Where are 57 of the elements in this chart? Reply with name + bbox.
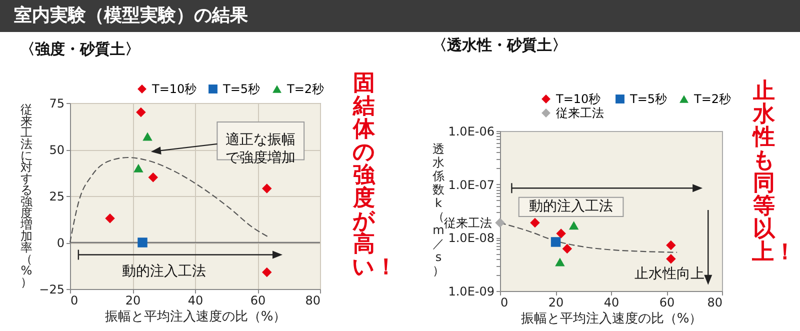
x-tick-label: 40	[188, 294, 204, 308]
text: 止水性も同等以上！	[752, 79, 796, 265]
point	[142, 132, 152, 141]
point	[262, 184, 272, 194]
point	[562, 244, 572, 254]
legend-label: T=2秒	[286, 82, 324, 96]
point	[148, 172, 158, 182]
point	[666, 240, 676, 250]
point	[530, 218, 540, 228]
point	[134, 164, 144, 172]
x-tick-label: 80	[707, 296, 722, 310]
y-tick-label: 25	[49, 190, 64, 204]
legend-label: 従来工法	[556, 106, 604, 120]
x-tick-label: 0	[70, 294, 78, 308]
annotation: 止水性向上	[634, 266, 704, 282]
point	[136, 107, 146, 118]
y-tick-label: 75	[49, 96, 64, 110]
point	[262, 267, 272, 278]
y-tick-label: 0	[56, 236, 64, 250]
chart-subtitle: 〈透水性・砂質土〉	[432, 36, 567, 54]
x-tick-label: 20	[125, 294, 141, 308]
x-tick-label: 60	[659, 296, 675, 310]
text: 従来工法に対する強度増加率（%）	[20, 102, 32, 289]
annotation: 適正な振幅で強度増加	[226, 132, 296, 166]
y-tick-label: −25	[39, 282, 64, 296]
legend-label: T=5秒	[222, 82, 260, 96]
legend-label: T=10秒	[151, 82, 197, 96]
x-axis-title: 振幅と平均注入速度の比（%）	[520, 310, 702, 326]
point	[666, 254, 676, 264]
annotation: 従来工法	[444, 216, 492, 230]
legend-label: T=2秒	[693, 92, 732, 106]
point	[105, 213, 115, 224]
annotation: 動的注入工法	[122, 263, 206, 280]
point	[550, 237, 561, 247]
y-tick-label: 1.0E-06	[448, 124, 494, 138]
point	[555, 258, 565, 266]
x-tick-label: 40	[604, 296, 620, 310]
text: 透水係数k（m／s）	[432, 142, 444, 278]
chart-title: 室内実験（模型実験）の結果	[0, 0, 800, 32]
point	[138, 238, 148, 248]
text: 固結体の強度が高い！	[352, 71, 397, 280]
x-tick-label: 0	[500, 296, 508, 310]
x-axis-title: 振幅と平均注入速度の比（%）	[104, 308, 286, 324]
point	[568, 221, 579, 230]
y-tick-label: 1.0E-08	[448, 231, 494, 246]
x-tick-label: 60	[250, 294, 266, 308]
legend-label: T=10秒	[555, 92, 601, 106]
x-tick-label: 80	[305, 294, 320, 308]
point	[556, 228, 566, 238]
y-tick-label: 1.0E-07	[448, 178, 494, 192]
y-tick-label: 50	[49, 143, 64, 157]
legend-label: T=5秒	[629, 92, 668, 106]
annotation: 動的注入工法	[528, 198, 613, 215]
y-tick-label: 1.0E-09	[448, 284, 494, 298]
chart-subtitle: 〈強度・砂質土〉	[20, 40, 140, 58]
point	[495, 218, 505, 228]
x-tick-label: 20	[548, 296, 564, 310]
